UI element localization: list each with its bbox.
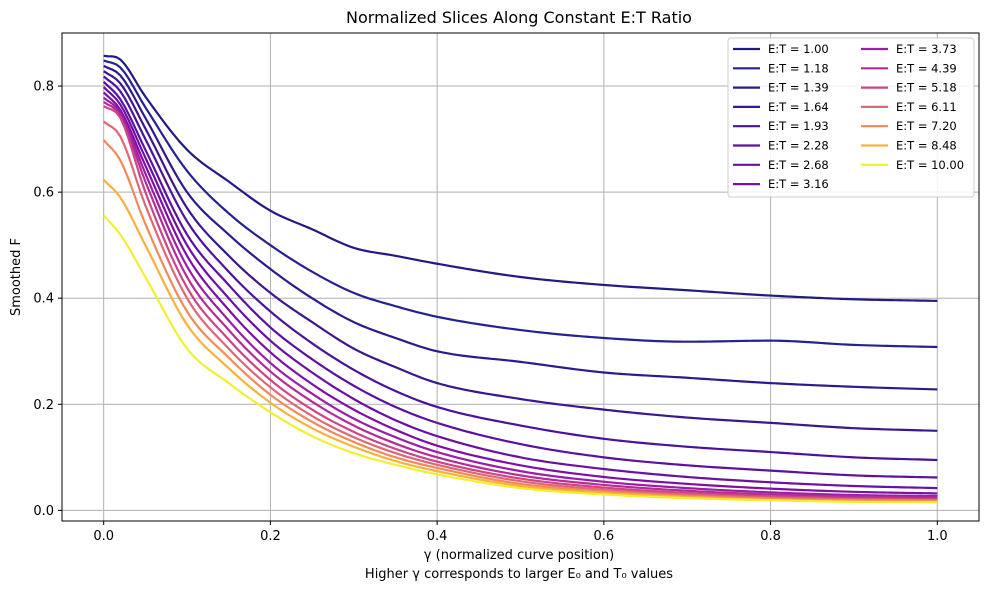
- legend-box: [727, 37, 975, 198]
- legend-label: E:T = 1.39: [768, 81, 829, 95]
- legend-label: E:T = 3.16: [768, 177, 829, 191]
- series-line: [103, 105, 938, 501]
- legend-label: E:T = 6.11: [896, 100, 957, 114]
- x-tick-label: 0.2: [260, 529, 281, 544]
- legend-label: E:T = 3.73: [896, 42, 957, 56]
- series-line: [103, 96, 938, 498]
- legend-label: E:T = 1.64: [768, 100, 829, 114]
- legend-label: E:T = 1.93: [768, 119, 829, 133]
- y-axis-label: Smoothed F: [9, 238, 24, 316]
- x-axis-sublabel: Higher γ corresponds to larger E₀ and T₀…: [365, 567, 673, 582]
- chart-title: Normalized Slices Along Constant E:T Rat…: [346, 8, 692, 27]
- y-tick-label: 0.4: [33, 292, 54, 307]
- legend-label: E:T = 1.00: [768, 42, 829, 56]
- x-axis-label: γ (normalized curve position): [424, 548, 614, 563]
- x-tick-label: 0.4: [427, 529, 448, 544]
- series-lines: [102, 54, 938, 504]
- legend-label: E:T = 7.20: [896, 119, 957, 133]
- legend-label: E:T = 2.68: [768, 158, 829, 172]
- series-line: [102, 75, 938, 462]
- axis-ticks: 0.0 0.2 0.4 0.6 0.8 1.0 0.0 0.2 0.4 0.6 0.8: [33, 80, 947, 544]
- x-tick-label: 1.0: [927, 529, 948, 544]
- y-tick-label: 0.0: [33, 504, 54, 519]
- series-line: [103, 59, 938, 349]
- x-tick-label: 0.8: [760, 529, 781, 544]
- series-line: [103, 70, 938, 432]
- legend-label: E:T = 10.00: [896, 158, 964, 172]
- series-line: [102, 214, 938, 504]
- plot-frame: [61, 32, 980, 522]
- x-tick-label: 0.6: [594, 529, 615, 544]
- legend-label: E:T = 4.39: [896, 61, 957, 75]
- legend-label: E:T = 2.28: [768, 139, 829, 153]
- series-line: [103, 54, 938, 302]
- legend: E:T = 1.00 E:T = 1.18 E:T = 1.39 E:T = 1.64…: [727, 37, 975, 198]
- y-tick-label: 0.8: [33, 80, 54, 95]
- x-tick-label: 0.0: [93, 529, 114, 544]
- legend-label: E:T = 5.18: [896, 81, 957, 95]
- series-line: [103, 64, 938, 391]
- y-tick-label: 0.6: [33, 186, 54, 201]
- legend-label: E:T = 1.18: [768, 61, 829, 75]
- series-line: [102, 91, 938, 495]
- series-line: [103, 101, 938, 499]
- legend-label: E:T = 8.48: [896, 139, 957, 153]
- series-line: [102, 86, 938, 490]
- series-line: [102, 81, 938, 479]
- y-tick-label: 0.2: [33, 398, 54, 413]
